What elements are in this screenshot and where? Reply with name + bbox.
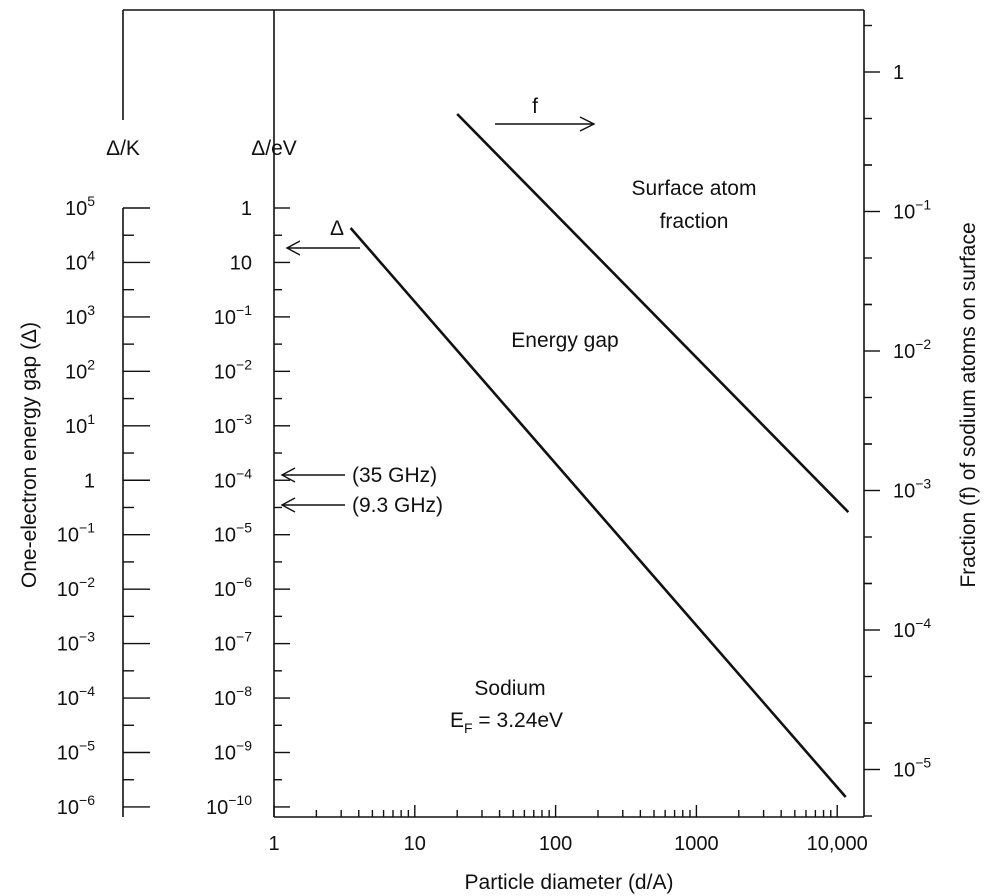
energy-gap-label: Energy gap — [511, 329, 618, 352]
eV-tick-label: 10−4 — [214, 465, 252, 492]
surface-fraction-line — [456, 113, 850, 514]
delta-label: Δ — [330, 217, 344, 240]
fraction-label: fraction — [660, 210, 729, 233]
K-tick-label: 104 — [65, 247, 95, 274]
K-tick-label: 101 — [65, 411, 95, 438]
K-tick-label: 102 — [65, 356, 95, 383]
ghz93-arrow: (9.3 GHz) — [280, 494, 443, 517]
K-tick-label: 10−3 — [57, 629, 95, 656]
ghz35-label: (35 GHz) — [352, 464, 437, 487]
f-axis-ticks: 1 10−1 10−2 10−3 10−4 10−5 — [864, 24, 931, 817]
K-tick-label: 10−6 — [57, 792, 95, 819]
K-tick-label: 103 — [65, 302, 95, 329]
f-tick-label: 10−4 — [893, 615, 931, 642]
f-tick-label: 10−5 — [893, 755, 931, 782]
ghz35-arrow: (35 GHz) — [280, 464, 437, 487]
x-axis-ticks: 1 10 100 1000 10,000 — [268, 805, 868, 855]
x-tick-label: 1000 — [674, 833, 719, 855]
delta-arrow: Δ — [285, 217, 360, 256]
x-tick-label: 1 — [268, 833, 279, 855]
eV-tick-label: 10−9 — [214, 738, 252, 765]
eV-tick-label: 10−6 — [214, 574, 252, 601]
f-label: f — [532, 95, 538, 118]
energy-gap-line — [349, 227, 847, 798]
x-tick-label: 100 — [539, 833, 572, 855]
eV-tick-label: 10−7 — [214, 629, 252, 656]
K-axis-header: Δ/K — [106, 137, 140, 160]
ghz93-label: (9.3 GHz) — [352, 494, 443, 517]
eV-tick-label: 10 — [230, 252, 252, 274]
fermi-value: = 3.24eV — [473, 709, 564, 732]
f-arrow: f — [495, 95, 596, 132]
eV-tick-label: 10−10 — [206, 792, 252, 819]
K-tick-label: 10−1 — [57, 520, 95, 547]
f-tick-label: 10−1 — [893, 197, 931, 224]
fermi-subscript: F — [464, 720, 473, 736]
series-layer — [349, 113, 850, 798]
f-tick-label: 1 — [893, 62, 904, 84]
K-tick-label: 1 — [84, 470, 95, 492]
eV-tick-label: 10−5 — [214, 520, 252, 547]
eV-tick-label: 10−8 — [214, 683, 252, 710]
eV-axis-header: Δ/eV — [251, 137, 297, 160]
K-tick-label: 10−4 — [57, 683, 95, 710]
eV-tick-label: 10−1 — [214, 302, 252, 329]
eV-tick-label: 10−2 — [214, 356, 252, 383]
x-tick-label: 10 — [404, 833, 426, 855]
fermi-prefix: E — [450, 709, 464, 732]
fermi-energy-label: EF = 3.24eV — [450, 709, 563, 736]
eV-tick-label: 10−3 — [214, 411, 252, 438]
eV-axis-ticks: 1 10 10−1 10−2 10−3 10−4 10−5 10−6 10−7 10−8 10−9 1… — [206, 198, 290, 819]
f-tick-label: 10−3 — [893, 476, 931, 503]
x-axis-title: Particle diameter (d/A) — [465, 871, 674, 894]
K-tick-label: 10−5 — [57, 738, 95, 765]
sodium-label: Sodium — [474, 677, 545, 700]
K-axis-ticks: 105 104 103 102 101 1 10−1 10−2 10−3 10−4 10−5 10−6 — [57, 193, 150, 819]
eV-tick-label: 1 — [241, 198, 252, 220]
right-axis-title: Fraction (f) of sodium atoms on surface — [957, 222, 980, 587]
K-tick-label: 105 — [65, 193, 95, 220]
x-tick-label: 10,000 — [807, 833, 868, 855]
f-tick-label: 10−2 — [893, 336, 931, 363]
left-axis-title: One-electron energy gap (Δ) — [18, 322, 41, 588]
surface-atom-label: Surface atom — [632, 177, 757, 200]
K-tick-label: 10−2 — [57, 574, 95, 601]
